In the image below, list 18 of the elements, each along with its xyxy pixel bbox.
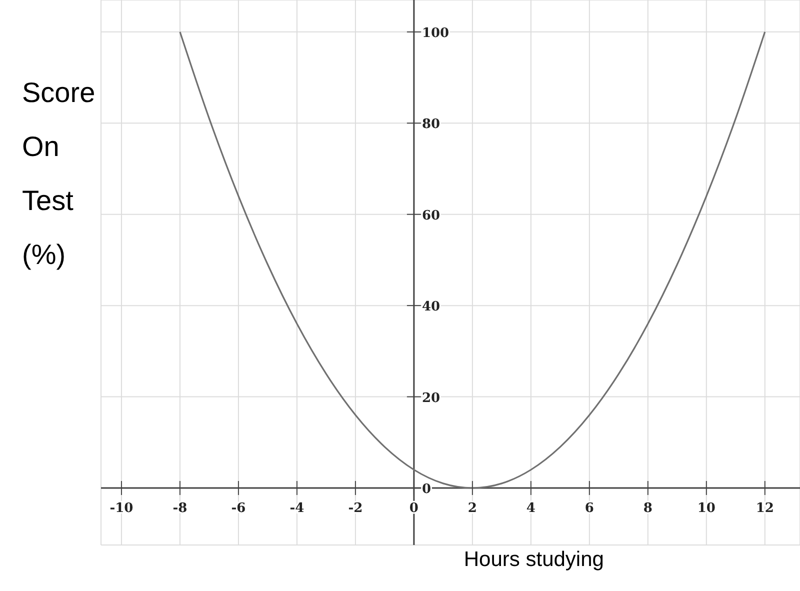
x-tick-label: -10: [110, 500, 134, 516]
x-tick-label: -2: [348, 500, 363, 516]
x-tick-label: 10: [697, 500, 716, 516]
x-tick-label: 4: [526, 500, 536, 516]
x-tick-label: -6: [231, 500, 246, 516]
x-tick-label: 2: [468, 500, 477, 516]
x-tick-label: 12: [756, 500, 774, 516]
x-tick-label: -8: [172, 500, 188, 516]
y-tick-label: 20: [422, 390, 440, 406]
x-tick-label: 8: [643, 500, 652, 516]
y-axis-title: Score On Test (%): [22, 76, 96, 272]
x-tick-label: -4: [290, 500, 304, 516]
y-tick-label: 80: [422, 117, 440, 132]
y-tick-label: 40: [422, 300, 440, 315]
x-tick-label: 6: [584, 500, 594, 516]
y-tick-label: 60: [422, 208, 440, 224]
y-tick-label: 100: [422, 26, 450, 41]
x-axis-title: Hours studying: [462, 548, 605, 572]
